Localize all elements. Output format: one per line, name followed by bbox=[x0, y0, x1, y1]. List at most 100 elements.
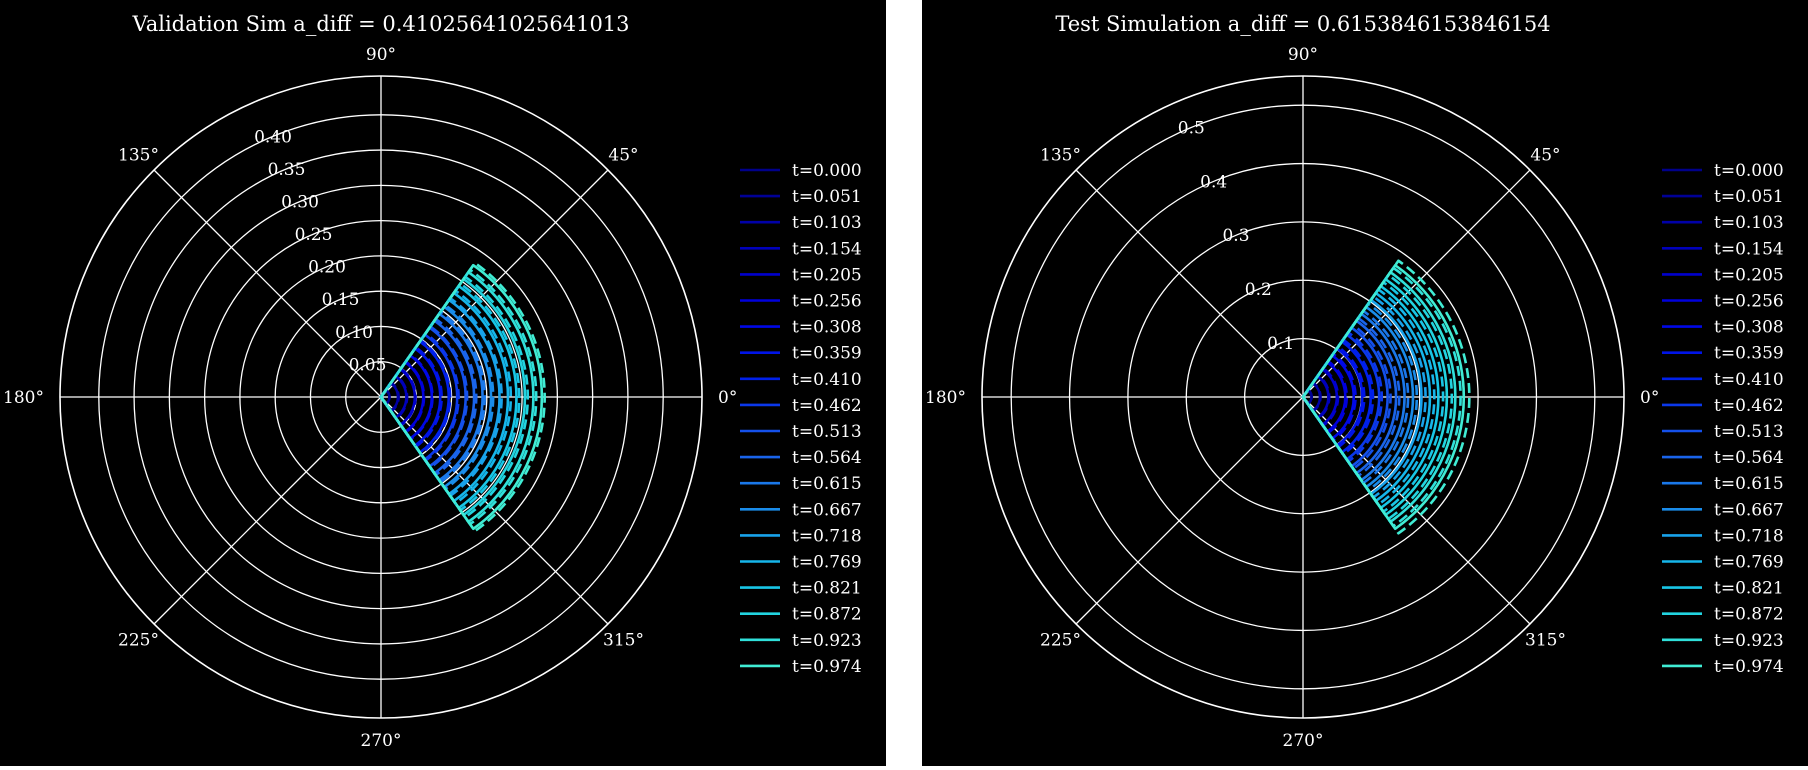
dashed-series-line bbox=[1301, 331, 1384, 463]
solid-series-line bbox=[1301, 284, 1440, 510]
test-simulation-panel: Test Simulation a_diff = 0.6153846153846… bbox=[922, 0, 1808, 766]
dashed-series-line bbox=[1301, 295, 1427, 499]
dashed-series-line bbox=[1301, 323, 1392, 471]
legend-label: t=0.769 bbox=[792, 553, 862, 573]
legend-label: t=0.615 bbox=[1714, 474, 1784, 494]
legend-label: t=0.205 bbox=[1714, 265, 1784, 285]
dashed-series-line bbox=[1301, 302, 1419, 492]
legend-label: t=0.051 bbox=[1714, 187, 1784, 207]
theta-tick-label: 225° bbox=[118, 631, 159, 651]
solid-series-line bbox=[1301, 312, 1406, 482]
dashed-series-line bbox=[379, 282, 521, 512]
theta-tick-label: 180° bbox=[3, 388, 44, 408]
r-tick-label: 0.05 bbox=[349, 355, 387, 375]
legend-label: t=0.564 bbox=[792, 448, 862, 468]
legend-label: t=0.667 bbox=[792, 500, 862, 520]
solid-series-line bbox=[379, 326, 467, 468]
solid-series-line bbox=[1301, 263, 1466, 531]
solid-series-line bbox=[379, 347, 442, 447]
solid-series-line bbox=[1301, 305, 1415, 489]
theta-tick-label: 225° bbox=[1040, 631, 1081, 651]
dashed-series-line bbox=[379, 325, 469, 469]
solid-series-line bbox=[379, 312, 484, 482]
legend: t=0.000 t=0.051 t=0.103 t=0.154 t=0.205 t=0.2… bbox=[740, 161, 862, 677]
chart-title: Validation Sim a_diff = 0.41025641025641… bbox=[131, 12, 629, 36]
dashed-series-line bbox=[1301, 316, 1401, 478]
legend-label: t=0.821 bbox=[792, 579, 862, 599]
legend-label: t=0.154 bbox=[1714, 239, 1784, 259]
legend-label: t=0.564 bbox=[1714, 448, 1784, 468]
theta-tick-label: 90° bbox=[1288, 45, 1318, 65]
r-tick-label: 0.35 bbox=[268, 160, 306, 180]
solid-series-line bbox=[379, 277, 527, 517]
validation-sim-chart: Validation Sim a_diff = 0.41025641025641… bbox=[3, 12, 862, 751]
legend-label: t=0.256 bbox=[792, 292, 862, 312]
theta-tick-label: 90° bbox=[366, 45, 396, 65]
legend-label: t=0.615 bbox=[792, 474, 862, 494]
legend-label: t=0.103 bbox=[1714, 213, 1784, 233]
dashed-series-line bbox=[1301, 345, 1366, 449]
r-tick-label: 0.10 bbox=[335, 323, 373, 343]
r-tick-label: 0.1 bbox=[1267, 334, 1294, 354]
r-tick-label: 0.2 bbox=[1245, 280, 1272, 300]
r-tick-label: 0.4 bbox=[1200, 172, 1227, 192]
legend-label: t=0.103 bbox=[792, 213, 862, 233]
theta-grid-line bbox=[1075, 396, 1304, 625]
solid-series-line bbox=[1301, 347, 1364, 447]
dashed-series-line bbox=[379, 346, 443, 448]
dashed-series-line bbox=[1301, 266, 1462, 528]
solid-series-line bbox=[1301, 270, 1457, 524]
dashed-series-line bbox=[379, 275, 530, 519]
dashed-series-line bbox=[1301, 352, 1357, 442]
dashed-series-line bbox=[1301, 359, 1349, 435]
theta-tick-label: 315° bbox=[1525, 631, 1566, 651]
dashed-series-line bbox=[379, 367, 417, 427]
theta-tick-label: 270° bbox=[361, 731, 402, 751]
r-tick-label: 0.40 bbox=[254, 127, 292, 147]
legend-label: t=0.359 bbox=[1714, 344, 1784, 364]
legend-label: t=0.462 bbox=[792, 396, 862, 416]
dashed-series-line bbox=[1301, 367, 1340, 427]
theta-tick-label: 0° bbox=[718, 388, 737, 408]
dashed-series-line bbox=[1301, 280, 1445, 514]
legend-label: t=0.410 bbox=[1714, 370, 1784, 390]
dashed-series-line bbox=[379, 317, 478, 477]
theta-tick-label: 45° bbox=[608, 146, 638, 166]
legend-label: t=0.359 bbox=[792, 344, 862, 364]
theta-tick-label: 315° bbox=[603, 631, 644, 651]
dashed-series-line bbox=[379, 353, 434, 441]
r-tick-label: 0.20 bbox=[308, 258, 346, 278]
theta-tick-label: 0° bbox=[1640, 388, 1659, 408]
legend: t=0.000 t=0.051 t=0.103 t=0.154 t=0.205 t=0.2… bbox=[1662, 161, 1784, 677]
solid-series-line bbox=[1301, 361, 1347, 433]
theta-tick-label: 180° bbox=[925, 388, 966, 408]
legend-label: t=0.256 bbox=[1714, 292, 1784, 312]
dashed-series-line bbox=[1301, 309, 1410, 485]
legend-label: t=0.513 bbox=[1714, 422, 1784, 442]
legend-label: t=0.923 bbox=[792, 631, 862, 651]
legend-label: t=0.769 bbox=[1714, 553, 1784, 573]
solid-series-line bbox=[1301, 291, 1432, 503]
dashed-series-line bbox=[379, 360, 426, 434]
theta-grid-line bbox=[1075, 169, 1304, 398]
legend-label: t=0.872 bbox=[792, 605, 862, 625]
solid-series-line bbox=[379, 284, 518, 510]
legend-label: t=0.667 bbox=[1714, 500, 1784, 520]
legend-label: t=0.205 bbox=[792, 265, 862, 285]
solid-series-line bbox=[379, 319, 476, 475]
r-tick-label: 0.30 bbox=[281, 193, 319, 213]
solid-series-line bbox=[379, 298, 501, 496]
solid-series-line bbox=[379, 263, 544, 531]
legend-label: t=0.000 bbox=[792, 161, 862, 181]
solid-series-line bbox=[1301, 298, 1423, 496]
dashed-series-line bbox=[1301, 288, 1436, 506]
legend-label: t=0.718 bbox=[792, 526, 862, 546]
r-tick-label: 0.3 bbox=[1222, 226, 1249, 246]
solid-series-line bbox=[379, 270, 535, 524]
legend-label: t=0.000 bbox=[1714, 161, 1784, 181]
legend-label: t=0.154 bbox=[792, 239, 862, 259]
solid-series-line bbox=[379, 340, 450, 454]
validation-sim-panel: Validation Sim a_diff = 0.41025641025641… bbox=[0, 0, 886, 766]
dashed-series-line bbox=[379, 268, 538, 526]
theta-tick-label: 45° bbox=[1530, 146, 1560, 166]
